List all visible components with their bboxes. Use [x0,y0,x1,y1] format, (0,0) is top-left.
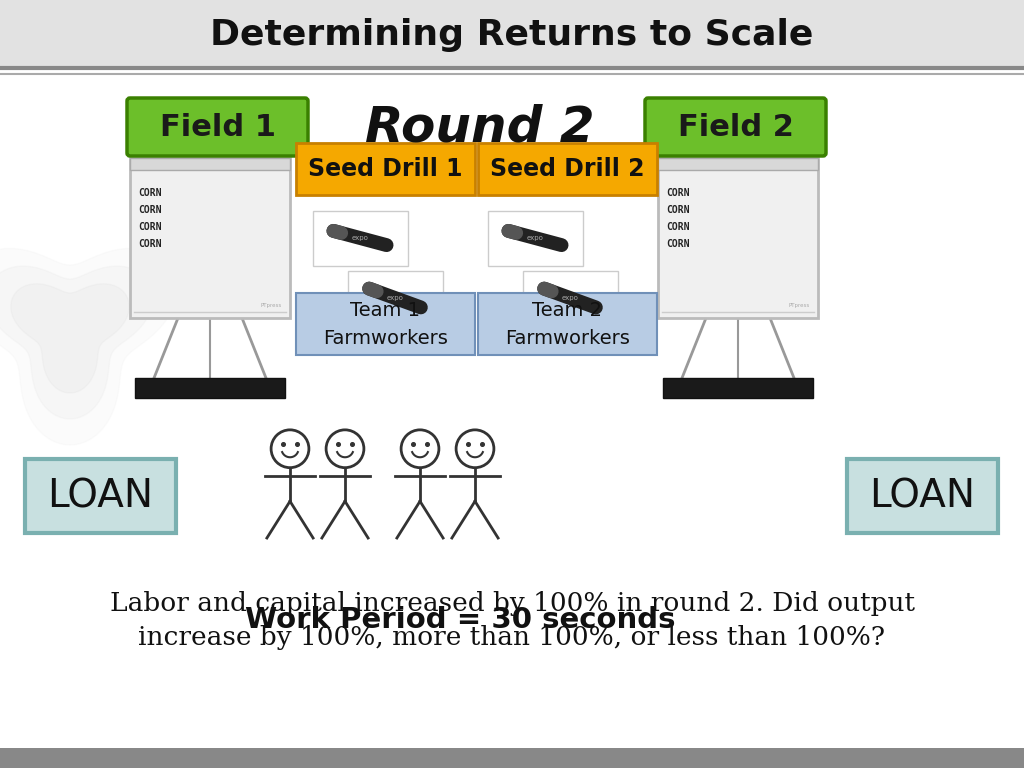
Text: Seed Drill 2: Seed Drill 2 [490,157,645,181]
Text: expo: expo [387,295,403,301]
Bar [130,158,290,170]
FancyBboxPatch shape [296,143,475,195]
Text: CORN: CORN [666,239,689,249]
Text: Team 2
Farmworkers: Team 2 Farmworkers [505,300,630,347]
Bar [130,158,290,318]
FancyBboxPatch shape [478,143,657,195]
Text: CORN: CORN [138,188,162,198]
Text: expo: expo [351,235,369,241]
Text: CORN: CORN [666,188,689,198]
FancyBboxPatch shape [25,459,176,533]
Text: LOAN: LOAN [869,477,976,515]
Text: CORN: CORN [138,205,162,215]
Text: CORN: CORN [138,239,162,249]
Bar [658,158,818,318]
Text: PTpress: PTpress [261,303,282,308]
FancyBboxPatch shape [127,98,308,156]
FancyBboxPatch shape [296,293,475,355]
FancyBboxPatch shape [478,293,657,355]
Text: Field 2: Field 2 [678,112,794,141]
Bar [522,270,617,326]
Text: Team 1
Farmworkers: Team 1 Farmworkers [323,300,447,347]
Text: expo: expo [526,235,544,241]
Text: Work Period = 30 seconds: Work Period = 30 seconds [245,606,675,634]
Bar [658,158,818,170]
Text: Field 1: Field 1 [160,112,275,141]
Bar [0,0,1024,68]
Text: Determining Returns to Scale: Determining Returns to Scale [210,18,814,52]
Text: LOAN: LOAN [47,477,154,515]
FancyBboxPatch shape [847,459,998,533]
Text: Seed Drill 1: Seed Drill 1 [308,157,463,181]
Text: Round 2: Round 2 [366,104,595,152]
Text: CORN: CORN [666,205,689,215]
Text: expo: expo [561,295,579,301]
Text: CORN: CORN [138,222,162,232]
Bar [135,378,285,398]
Bar [0,68,1024,748]
Text: PTpress: PTpress [788,303,810,308]
Bar [487,210,583,266]
Bar [0,748,1024,768]
Text: CORN: CORN [666,222,689,232]
Text: Labor and capital increased by 100% in round 2. Did output: Labor and capital increased by 100% in r… [110,591,914,615]
Bar [663,378,813,398]
Text: increase by 100%, more than 100%, or less than 100%?: increase by 100%, more than 100%, or les… [138,625,886,650]
Bar [347,270,442,326]
Polygon shape [11,284,129,393]
FancyBboxPatch shape [645,98,826,156]
Polygon shape [0,266,153,419]
Bar [312,210,408,266]
